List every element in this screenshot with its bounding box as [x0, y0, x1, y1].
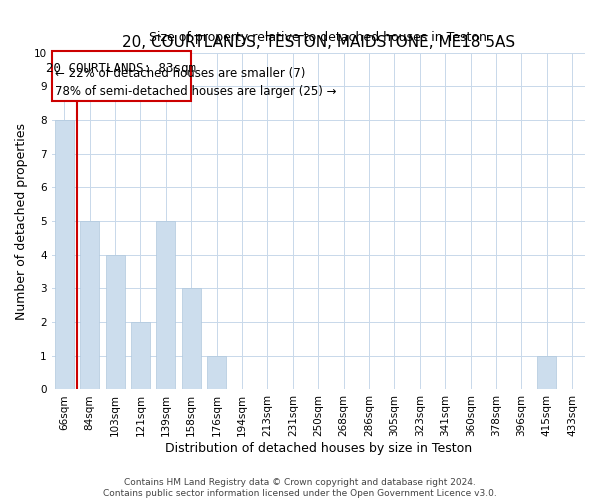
Text: 78% of semi-detached houses are larger (25) →: 78% of semi-detached houses are larger (… [55, 85, 336, 98]
Text: 20 COURTLANDS: 83sqm: 20 COURTLANDS: 83sqm [46, 62, 196, 75]
Bar [106, 254, 125, 390]
Text: Size of property relative to detached houses in Teston: Size of property relative to detached ho… [149, 31, 487, 44]
Bar [55, 120, 74, 390]
Bar [207, 356, 226, 390]
Y-axis label: Number of detached properties: Number of detached properties [15, 122, 28, 320]
Bar [80, 221, 99, 390]
Text: ← 22% of detached houses are smaller (7): ← 22% of detached houses are smaller (7) [55, 67, 305, 80]
Bar [157, 221, 175, 390]
Bar [131, 322, 150, 390]
Text: Contains HM Land Registry data © Crown copyright and database right 2024.
Contai: Contains HM Land Registry data © Crown c… [103, 478, 497, 498]
Title: 20, COURTLANDS, TESTON, MAIDSTONE, ME18 5AS: 20, COURTLANDS, TESTON, MAIDSTONE, ME18 … [122, 35, 515, 50]
Bar [538, 356, 556, 390]
Bar [182, 288, 201, 390]
X-axis label: Distribution of detached houses by size in Teston: Distribution of detached houses by size … [165, 442, 472, 455]
FancyBboxPatch shape [52, 51, 191, 102]
